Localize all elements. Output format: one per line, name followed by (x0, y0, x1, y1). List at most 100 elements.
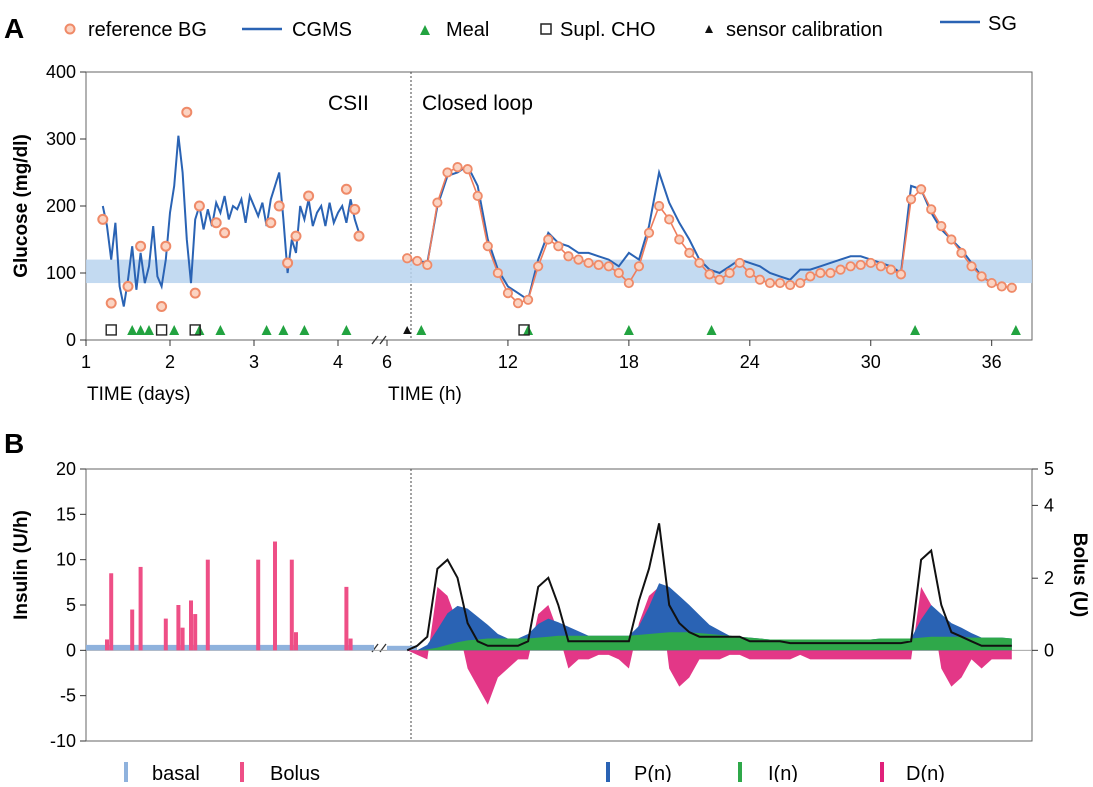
bolus-bar (193, 614, 198, 651)
event-markers (105, 324, 1021, 336)
reference-bg-point (654, 200, 665, 212)
hour-tick-label: 30 (861, 352, 881, 372)
reference-bg-point (734, 257, 745, 269)
reference-bg-point (664, 214, 675, 225)
reference-bg-point (845, 261, 856, 272)
hour-tick-label: 36 (982, 352, 1002, 372)
reference-bg-point (754, 274, 765, 285)
reference-bg-point (189, 287, 201, 299)
reference-bg-point (674, 234, 685, 245)
csii-label: CSII (328, 92, 369, 115)
bolus-bar (109, 573, 114, 651)
supl-cho-marker (105, 324, 117, 336)
reference-bg-point (956, 247, 967, 258)
bolus-bar (176, 605, 181, 651)
legend-reference-bg: reference BG (88, 19, 207, 41)
reference-bg-point (265, 217, 277, 229)
bolus-bar (189, 600, 193, 651)
reference-bg-point (966, 261, 977, 272)
reference-bg-point (492, 267, 503, 279)
target-range-band (86, 259, 1032, 284)
bolus-y-ticks: 5 4 2 0 (1032, 459, 1054, 660)
reference-bg-point (976, 271, 987, 282)
bolus-y-tick-label: 0 (1044, 640, 1054, 660)
bolus-bar (348, 638, 353, 651)
reference-bg-point (563, 251, 574, 262)
glucose-axis-label: Glucose (mg/dl) (11, 134, 32, 278)
legend-p: P(n) (634, 763, 672, 782)
meal-marker (169, 324, 180, 335)
reference-bg-point (442, 167, 453, 178)
reference-bg-point (156, 301, 168, 312)
bolus-bar (138, 566, 143, 651)
target-range-rect (86, 259, 1032, 284)
reference-bg-point (815, 267, 826, 279)
reference-bg-point (774, 277, 786, 289)
insulin-y-tick-label: 10 (56, 550, 76, 570)
insulin-y-tick-label: 5 (66, 595, 76, 615)
reference-bg-point (340, 183, 352, 195)
hour-tick-label: 18 (619, 352, 639, 372)
csii-insulin-bars (86, 541, 1032, 651)
reference-bg-point (290, 230, 302, 242)
insulin-y-tick-label: 15 (56, 504, 76, 524)
bolus-bar (205, 559, 210, 651)
reference-bg-point (122, 280, 134, 292)
bolus-y-tick-label: 5 (1044, 459, 1054, 479)
reference-bg-point (412, 255, 423, 267)
legend-d: D(n) (906, 763, 945, 782)
basal-bar (387, 645, 417, 651)
reference-bg-point (895, 269, 907, 280)
reference-bg-point (303, 190, 315, 202)
day-tick-label: 3 (249, 352, 259, 372)
insulin-y-tick-label: 20 (56, 459, 76, 479)
bolus-axis-label: Bolus (U) (1069, 533, 1090, 617)
total-insulin-line (406, 523, 1012, 652)
bolus-bar (344, 586, 349, 651)
glucose-y-tick-label: 300 (46, 129, 76, 149)
x-axis-break-b (371, 643, 387, 653)
reference-bg-point (482, 241, 493, 252)
x-axis-break-a (371, 335, 387, 345)
reference-bg-point (623, 277, 634, 289)
reference-bg-point (522, 294, 534, 305)
time-days-label: TIME (days) (87, 384, 190, 405)
supl-cho-marker (189, 324, 201, 336)
glucose-y-tick-label: 200 (46, 196, 76, 216)
legend-cgms: CGMS (292, 19, 352, 41)
reference-bg-point (533, 261, 544, 272)
reference-bg-point (865, 257, 876, 269)
insulin-y-ticks: 20 15 10 5 0 -5 -10 (50, 459, 86, 751)
reference-bg-point (472, 190, 483, 202)
reference-bg-point (724, 267, 735, 279)
reference-bg-point (583, 257, 594, 269)
meal-marker (278, 324, 289, 335)
reference-bg-point (553, 241, 564, 252)
reference-bg-point (613, 267, 624, 279)
reference-bg-point (986, 277, 997, 289)
reference-bg-point (353, 230, 365, 242)
reference-bg-point (835, 264, 846, 275)
reference-bg-point (875, 261, 886, 272)
closed-loop-insulin (406, 523, 1012, 705)
cgms-line (101, 135, 360, 307)
reference-bg-point (282, 257, 294, 269)
reference-bg-point (402, 253, 413, 264)
bolus-y-tick-label: 2 (1044, 568, 1054, 588)
reference-bg-point (543, 234, 554, 245)
reference-bg-point (160, 240, 172, 252)
i-legend-icon (738, 762, 742, 782)
reference-bg-point (916, 184, 927, 195)
reference-bg-point (946, 234, 957, 245)
reference-bg-point (704, 269, 715, 280)
reference-bg-point (795, 277, 806, 289)
reference-bg-point (633, 261, 645, 272)
legend-meal: Meal (446, 19, 489, 41)
meal-marker (341, 324, 352, 335)
reference-bg-legend-icon (64, 23, 76, 35)
glucose-y-tick-label: 400 (46, 62, 76, 82)
reference-bg-point (502, 287, 514, 299)
meal-marker (299, 324, 310, 335)
